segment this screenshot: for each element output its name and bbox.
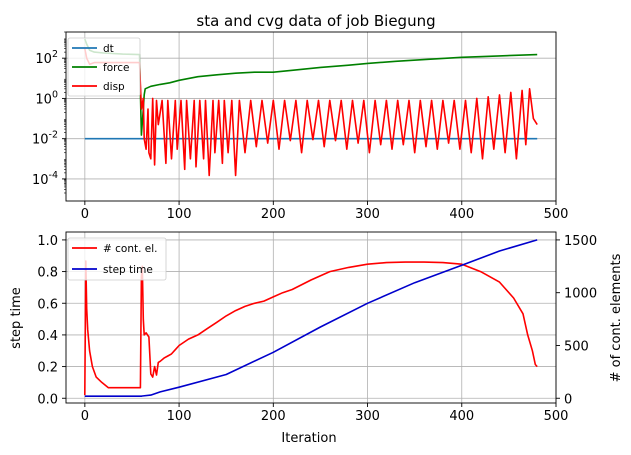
top-legend: dt force disp xyxy=(68,38,140,96)
y2-axis-label: # of cont. elements xyxy=(609,253,624,382)
top-y-ticks: 10-4 10-2 100 102 xyxy=(32,32,66,193)
top-x-tick-label: 300 xyxy=(355,207,380,222)
top-x-ticks: 0 100 200 300 400 500 xyxy=(81,201,569,222)
top-x-tick-label: 0 xyxy=(81,207,89,222)
bottom-axes: 0 100 200 300 400 500 0.0 0.2 0.4 0.6 0.8 1.0 0 500… xyxy=(9,232,624,446)
legend-label-cont-el: # cont. el. xyxy=(103,243,158,255)
bottom-y-tick-label: 0.8 xyxy=(37,266,58,281)
bottom-x-tick-label: 100 xyxy=(167,409,192,424)
bottom-y2-tick-label: 1000 xyxy=(564,287,597,302)
bottom-x-tick-label: 400 xyxy=(449,409,474,424)
bottom-y-tick-label: 1.0 xyxy=(37,234,58,249)
top-y-tick-label: 10-2 xyxy=(32,130,58,148)
legend-label-step-time: step time xyxy=(103,264,153,276)
top-series-lines xyxy=(85,39,537,175)
series-line-cont-el xyxy=(85,261,537,395)
y-axis-label: step time xyxy=(9,287,24,349)
bottom-legend: # cont. el. step time xyxy=(68,238,166,280)
top-y-tick-label: 102 xyxy=(35,49,58,67)
bottom-x-tick-label: 300 xyxy=(355,409,380,424)
top-axes: 0 100 200 300 400 500 10-4 10-2 100 102 dt force… xyxy=(32,32,568,222)
bottom-y-tick-label: 0.0 xyxy=(37,392,58,407)
top-y-tick-label: 100 xyxy=(35,89,58,107)
bottom-y2-tick-label: 500 xyxy=(564,339,589,354)
legend-label-force: force xyxy=(103,62,129,74)
bottom-x-tick-label: 0 xyxy=(81,409,89,424)
top-y-tick-label: 10-4 xyxy=(32,170,58,188)
bottom-x-tick-label: 200 xyxy=(261,409,286,424)
bottom-x-ticks: 0 100 200 300 400 500 xyxy=(81,403,569,424)
bottom-y2-tick-label: 0 xyxy=(564,392,572,407)
bottom-y-tick-label: 0.6 xyxy=(37,297,58,312)
legend-label-disp: disp xyxy=(103,81,125,93)
bottom-y2-tick-label: 1500 xyxy=(564,234,597,249)
top-x-tick-label: 500 xyxy=(544,207,569,222)
bottom-y2-ticks: 0 500 1000 1500 xyxy=(556,234,597,407)
bottom-y-tick-label: 0.4 xyxy=(37,329,58,344)
top-x-tick-label: 400 xyxy=(449,207,474,222)
top-x-tick-label: 100 xyxy=(167,207,192,222)
x-axis-label: Iteration xyxy=(281,431,336,446)
bottom-y-ticks: 0.0 0.2 0.4 0.6 0.8 1.0 xyxy=(37,234,66,407)
legend-label-dt: dt xyxy=(103,43,114,55)
chart-title: sta and cvg data of job Biegung xyxy=(196,12,435,30)
top-x-tick-label: 200 xyxy=(261,207,286,222)
bottom-x-tick-label: 500 xyxy=(544,409,569,424)
bottom-y-tick-label: 0.2 xyxy=(37,361,58,376)
